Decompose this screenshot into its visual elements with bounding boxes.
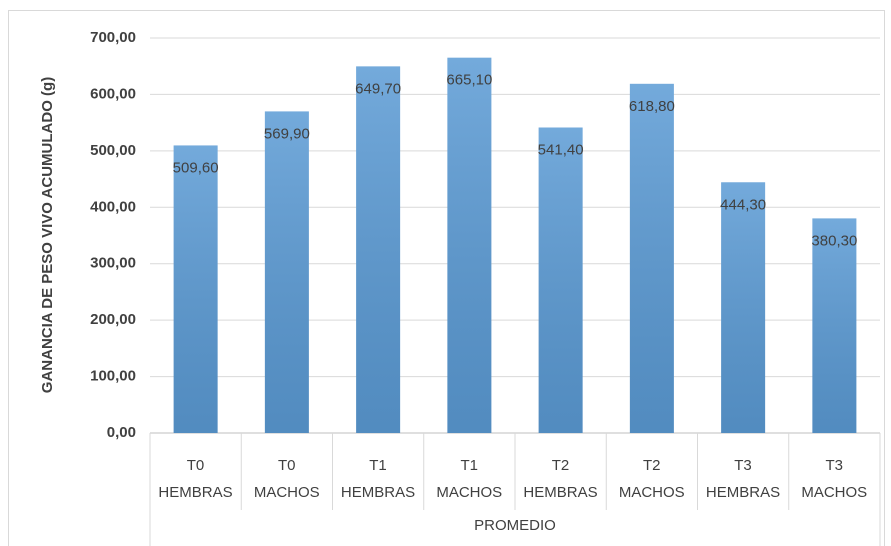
y-tick-label: 300,00: [90, 255, 136, 272]
x-tick-label: T1 MACHOS: [436, 457, 503, 501]
value-label: 665,10: [446, 72, 492, 89]
bar-shade: [721, 182, 766, 433]
value-label: 380,30: [811, 232, 857, 249]
x-tick-label: T2 MACHOS: [618, 457, 685, 501]
y-tick-label: 100,00: [90, 368, 136, 385]
x-tick-label: T1 HEMBRAS: [340, 457, 416, 501]
value-label: 649,70: [355, 80, 401, 97]
x-tick-label: T3 MACHOS: [801, 457, 868, 501]
bar-shade: [629, 83, 674, 433]
bar-shade: [173, 145, 218, 433]
bar-shade: [264, 111, 309, 433]
y-axis-label: GANANCIA DE PESO VIVO ACUMULADO (g): [39, 77, 56, 393]
x-tick-label: T0 MACHOS: [253, 457, 320, 501]
x-axis-label: PROMEDIO: [474, 517, 556, 534]
y-tick-label: 600,00: [90, 85, 136, 102]
bar-shade: [538, 127, 583, 433]
x-tick-label: T0 HEMBRAS: [158, 457, 233, 501]
y-tick-label: 500,00: [90, 142, 136, 159]
bar-shade: [812, 218, 857, 433]
value-label: 618,80: [629, 98, 675, 115]
value-label: 509,60: [173, 159, 219, 176]
x-tick-label: T3 HEMBRAS: [705, 457, 781, 501]
value-label: 444,30: [720, 196, 766, 213]
value-label: 569,90: [264, 125, 310, 142]
x-tick-label: T2 HEMBRAS: [523, 457, 598, 501]
y-tick-label: 700,00: [90, 29, 136, 46]
y-tick-label: 0,00: [107, 424, 136, 441]
bar-shade: [356, 66, 401, 433]
y-tick-label: 200,00: [90, 311, 136, 328]
y-tick-label: 400,00: [90, 198, 136, 215]
chart-border: [8, 10, 885, 546]
bar-shade: [447, 57, 492, 433]
value-label: 541,40: [538, 141, 584, 158]
